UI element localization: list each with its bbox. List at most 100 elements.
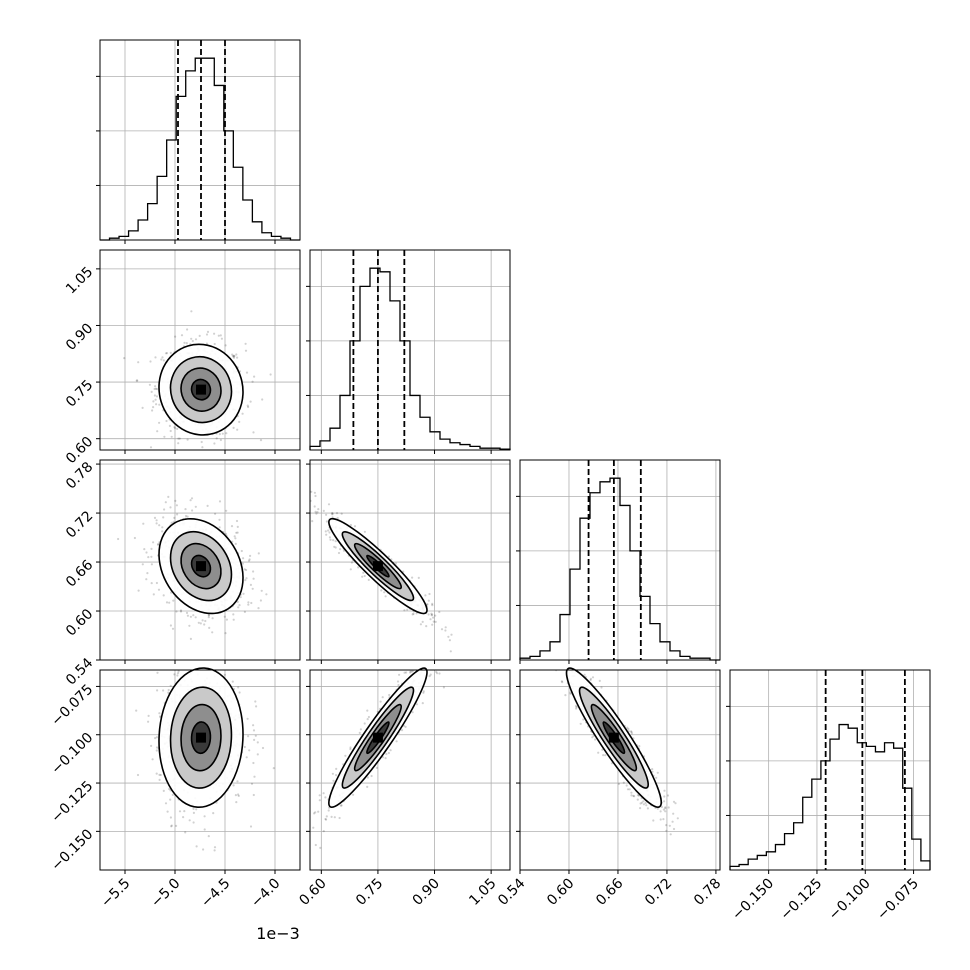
sample-point <box>232 426 235 429</box>
sample-point <box>254 734 257 737</box>
sample-point <box>247 601 250 604</box>
sample-point <box>165 601 169 604</box>
sample-point <box>195 662 197 664</box>
x-tick-label: 0.66 <box>593 875 626 908</box>
sample-point <box>143 548 146 551</box>
sample-point <box>172 599 175 602</box>
sample-point <box>241 562 244 565</box>
sample-point <box>671 820 674 823</box>
x-tick-label: −0.125 <box>777 876 825 924</box>
sample-point <box>257 607 260 610</box>
sample-point <box>406 608 409 611</box>
sample-point <box>421 702 424 705</box>
sample-point <box>662 808 666 811</box>
sample-point <box>191 509 194 512</box>
sample-point <box>169 351 172 354</box>
sample-point <box>152 593 155 596</box>
sample-point <box>248 749 251 752</box>
sample-point <box>206 663 208 665</box>
sample-point <box>630 794 633 797</box>
sample-point <box>574 704 578 708</box>
sample-point <box>249 583 252 587</box>
sample-point <box>233 535 236 538</box>
sample-point <box>384 595 387 598</box>
sample-point <box>145 578 148 581</box>
sample-point <box>327 529 330 532</box>
sample-point <box>245 756 248 759</box>
sample-point <box>174 427 177 430</box>
sample-point <box>232 784 235 787</box>
sample-point <box>412 612 415 616</box>
panel-frame <box>99 39 301 241</box>
sample-point <box>575 706 578 709</box>
sample-point <box>560 680 564 683</box>
sample-point <box>165 352 169 355</box>
sample-point <box>192 614 195 617</box>
sample-point <box>245 568 248 572</box>
sample-point <box>250 601 253 605</box>
sample-point <box>434 620 437 624</box>
sample-point <box>221 432 224 435</box>
sample-point <box>630 791 633 794</box>
sample-point <box>431 602 434 606</box>
sample-point <box>186 328 189 331</box>
sample-point <box>411 613 414 616</box>
sample-point <box>220 337 223 340</box>
sample-point <box>207 614 210 617</box>
sample-point <box>206 330 210 333</box>
sample-point <box>238 691 241 694</box>
sample-point <box>162 789 165 793</box>
sample-point <box>162 594 165 597</box>
sample-point <box>381 696 384 699</box>
sample-point <box>158 403 161 406</box>
sample-point <box>633 795 636 798</box>
sample-point <box>432 620 435 623</box>
sample-point <box>438 672 441 675</box>
sample-point <box>367 578 370 582</box>
sample-point <box>411 711 414 714</box>
y-tick-label: −0.150 <box>48 826 96 874</box>
sample-point <box>245 371 249 374</box>
sample-point <box>330 815 333 819</box>
sample-point <box>214 512 217 515</box>
sample-point <box>261 746 265 750</box>
sample-point <box>674 802 677 805</box>
sample-point <box>405 671 408 674</box>
sample-point <box>656 771 659 774</box>
sample-point <box>158 773 161 777</box>
sample-point <box>421 620 424 624</box>
y-tick-label: 0.60 <box>63 606 96 639</box>
sample-point <box>213 665 215 667</box>
sample-point <box>331 512 334 515</box>
sample-point <box>322 830 325 833</box>
sample-point <box>431 623 434 626</box>
sample-point <box>158 524 161 527</box>
x-tick-label: 0.78 <box>691 876 724 909</box>
sample-point <box>569 691 572 694</box>
sample-point <box>642 800 645 803</box>
sample-point <box>252 724 255 727</box>
sample-point <box>151 758 154 761</box>
sample-point <box>384 757 387 760</box>
sample-point <box>387 555 390 558</box>
sample-point <box>174 335 177 338</box>
sample-point <box>242 592 245 595</box>
histogram-step <box>519 477 720 661</box>
x-tick-label: −5.5 <box>98 876 133 911</box>
sample-point <box>158 421 161 424</box>
sample-point <box>564 663 566 665</box>
panel-frame <box>99 249 301 451</box>
sample-point <box>141 406 144 409</box>
sample-point <box>306 843 308 845</box>
density-peak <box>196 384 206 395</box>
sample-point <box>123 357 126 360</box>
y-tick-label: −0.075 <box>48 681 96 729</box>
sample-point <box>155 581 158 585</box>
sample-point <box>334 546 337 549</box>
sample-point <box>663 795 666 798</box>
sample-point <box>185 611 189 615</box>
sample-point <box>429 673 432 676</box>
sample-point <box>155 403 158 406</box>
sample-point <box>203 828 206 831</box>
sample-point <box>324 817 327 821</box>
